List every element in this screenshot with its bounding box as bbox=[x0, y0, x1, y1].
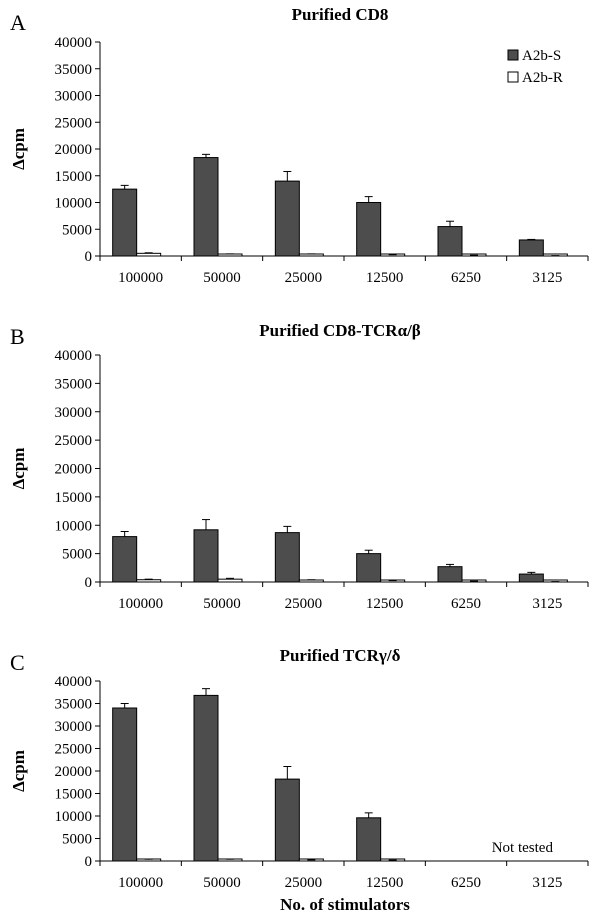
y-tick-label: 20000 bbox=[55, 462, 93, 478]
bar-a2b-s bbox=[437, 566, 463, 583]
y-tick-label: 5000 bbox=[62, 547, 92, 563]
x-tick-label: 12500 bbox=[366, 875, 404, 891]
x-tick-label: 50000 bbox=[203, 270, 241, 286]
y-tick-label: 20000 bbox=[55, 764, 93, 780]
y-tick-label: 30000 bbox=[55, 89, 93, 105]
x-tick-label: 12500 bbox=[366, 270, 404, 286]
legend-swatch bbox=[507, 49, 519, 61]
bar-a2b-s bbox=[112, 536, 138, 583]
y-tick-label: 15000 bbox=[55, 787, 93, 803]
y-tick-label: 5000 bbox=[62, 222, 92, 238]
y-tick-label: 15000 bbox=[55, 490, 93, 506]
panel-letter: C bbox=[10, 650, 25, 675]
bar-a2b-r bbox=[217, 578, 243, 583]
y-tick-label: 25000 bbox=[55, 433, 93, 449]
bar-a2b-s bbox=[193, 157, 219, 257]
x-axis-label: No. of stimulators bbox=[280, 895, 410, 914]
x-tick-label: 100000 bbox=[118, 596, 163, 612]
y-axis-label: Δcpm bbox=[9, 448, 28, 490]
legend-label: A2b-S bbox=[522, 48, 561, 64]
x-tick-label: 3125 bbox=[532, 596, 562, 612]
y-tick-label: 15000 bbox=[55, 169, 93, 185]
y-tick-label: 30000 bbox=[55, 719, 93, 735]
chart-title: Purified CD8-TCRα/β bbox=[259, 321, 421, 340]
y-tick-label: 35000 bbox=[55, 697, 93, 713]
y-axis-label: Δcpm bbox=[9, 750, 28, 792]
x-tick-label: 6250 bbox=[451, 875, 481, 891]
y-tick-label: 40000 bbox=[55, 348, 93, 364]
y-tick-label: 0 bbox=[85, 249, 93, 265]
x-tick-label: 25000 bbox=[285, 270, 323, 286]
x-tick-label: 3125 bbox=[532, 270, 562, 286]
y-tick-label: 0 bbox=[85, 575, 93, 591]
bar-a2b-s bbox=[356, 553, 382, 583]
bar-a2b-s bbox=[193, 529, 219, 583]
chart-title: Purified TCRγ/δ bbox=[280, 646, 401, 665]
y-tick-label: 0 bbox=[85, 854, 93, 870]
y-tick-label: 25000 bbox=[55, 115, 93, 131]
x-tick-label: 50000 bbox=[203, 596, 241, 612]
x-tick-label: 6250 bbox=[451, 596, 481, 612]
panel-letter: A bbox=[10, 10, 26, 35]
bar-a2b-s bbox=[274, 778, 300, 862]
y-tick-label: 35000 bbox=[55, 62, 93, 78]
bar-a2b-s bbox=[518, 573, 544, 583]
x-tick-label: 100000 bbox=[118, 875, 163, 891]
annotation-not-tested: Not tested bbox=[492, 840, 554, 856]
y-tick-label: 30000 bbox=[55, 405, 93, 421]
bar-a2b-s bbox=[437, 226, 463, 257]
x-tick-label: 3125 bbox=[532, 875, 562, 891]
y-tick-label: 10000 bbox=[55, 809, 93, 825]
bar-a2b-s bbox=[518, 239, 544, 257]
y-tick-label: 25000 bbox=[55, 742, 93, 758]
y-tick-label: 10000 bbox=[55, 518, 93, 534]
bar-a2b-s bbox=[193, 694, 219, 862]
bar-a2b-s bbox=[274, 180, 300, 257]
y-tick-label: 5000 bbox=[62, 832, 92, 848]
panel-letter: B bbox=[10, 324, 25, 349]
bar-a2b-s bbox=[112, 188, 138, 257]
bar-a2b-r bbox=[136, 252, 162, 257]
x-tick-label: 25000 bbox=[285, 596, 323, 612]
y-tick-label: 40000 bbox=[55, 674, 93, 690]
chart-title: Purified CD8 bbox=[292, 5, 389, 24]
x-tick-label: 50000 bbox=[203, 875, 241, 891]
y-tick-label: 10000 bbox=[55, 196, 93, 212]
legend-swatch bbox=[507, 71, 519, 83]
bar-a2b-s bbox=[356, 817, 382, 862]
x-tick-label: 25000 bbox=[285, 875, 323, 891]
bar-a2b-s bbox=[274, 532, 300, 583]
x-tick-label: 100000 bbox=[118, 270, 163, 286]
bar-a2b-s bbox=[112, 707, 138, 862]
bar-a2b-r bbox=[298, 579, 324, 583]
bar-a2b-r bbox=[136, 579, 162, 583]
x-tick-label: 6250 bbox=[451, 270, 481, 286]
y-axis-label: Δcpm bbox=[9, 128, 28, 170]
legend-label: A2b-R bbox=[522, 70, 563, 86]
y-tick-label: 20000 bbox=[55, 142, 93, 158]
bar-a2b-s bbox=[356, 202, 382, 257]
y-tick-label: 40000 bbox=[55, 35, 93, 51]
x-tick-label: 12500 bbox=[366, 596, 404, 612]
y-tick-label: 35000 bbox=[55, 376, 93, 392]
